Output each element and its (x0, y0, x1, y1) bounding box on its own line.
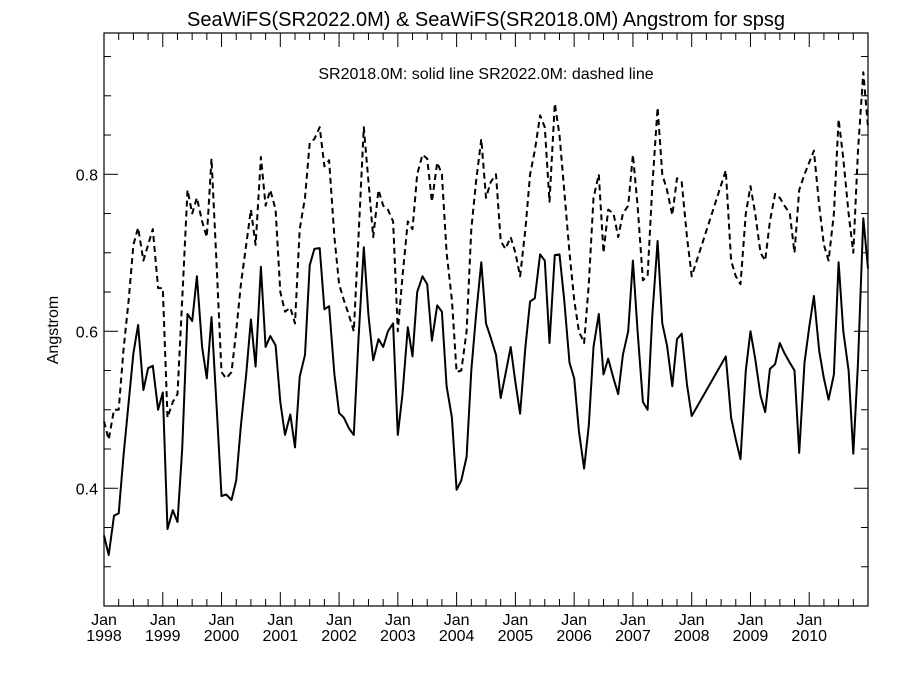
series-line-sr2018-0m (103, 217, 869, 556)
x-tick-month-label: Jan (444, 612, 470, 629)
x-tick-month-label: Jan (679, 612, 705, 629)
x-tick-month-label: Jan (561, 612, 587, 629)
x-tick-year-label: 2006 (556, 628, 592, 645)
x-tick-month-label: Jan (620, 612, 646, 629)
x-tick-year-label: 2003 (380, 628, 416, 645)
x-tick-year-label: 2002 (321, 628, 357, 645)
series-layer (103, 71, 869, 556)
x-tick-year-label: 2007 (615, 628, 651, 645)
x-tick-year-label: 2010 (791, 628, 827, 645)
x-tick-year-label: 2009 (733, 628, 769, 645)
x-tick-month-label: Jan (326, 612, 352, 629)
x-tick-year-label: 2000 (204, 628, 240, 645)
line-style-annotation: SR2018.0M: solid line SR2022.0M: dashed … (318, 66, 653, 83)
x-tick-month-label: Jan (209, 612, 235, 629)
series-line-sr2022-0m (103, 71, 869, 441)
x-tick-year-label: 2008 (674, 628, 710, 645)
x-tick-year-label: 1998 (86, 628, 122, 645)
x-tick-month-label: Jan (796, 612, 822, 629)
y-axis-label: Angstrom (45, 296, 62, 364)
x-tick-year-label: 1999 (145, 628, 181, 645)
x-tick-month-label: Jan (150, 612, 176, 629)
x-tick-month-label: Jan (738, 612, 764, 629)
x-tick-year-label: 2001 (263, 628, 299, 645)
y-tick-label: 0.4 (76, 481, 98, 498)
axes-layer: 0.40.60.8Jan1998Jan1999Jan2000Jan2001Jan… (76, 33, 869, 645)
x-tick-month-label: Jan (267, 612, 293, 629)
y-tick-label: 0.8 (76, 167, 98, 184)
x-tick-month-label: Jan (385, 612, 411, 629)
x-tick-month-label: Jan (91, 612, 117, 629)
chart-title: SeaWiFS(SR2022.0M) & SeaWiFS(SR2018.0M) … (187, 9, 785, 31)
x-tick-month-label: Jan (502, 612, 528, 629)
x-tick-year-label: 2005 (498, 628, 534, 645)
y-tick-label: 0.6 (76, 324, 98, 341)
x-tick-year-label: 2004 (439, 628, 475, 645)
